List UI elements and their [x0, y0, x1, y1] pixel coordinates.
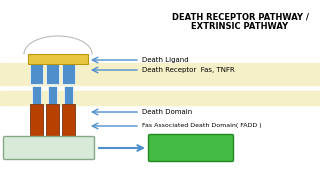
Text: Death Ligand: Death Ligand — [142, 57, 188, 63]
Text: Death Domain: Death Domain — [142, 109, 192, 115]
FancyBboxPatch shape — [4, 136, 94, 159]
Bar — [62, 104, 75, 138]
Text: DEATH RECEPTOR PATHWAY /: DEATH RECEPTOR PATHWAY / — [172, 12, 308, 21]
Bar — [30, 104, 43, 138]
Text: Activated
Caspase 8: Activated Caspase 8 — [169, 138, 213, 158]
Bar — [48, 86, 57, 104]
Text: EXTRINSIC PATHWAY: EXTRINSIC PATHWAY — [191, 22, 289, 31]
Bar — [0, 91, 320, 105]
Bar — [64, 86, 73, 104]
Text: Fas Associated Death Domain( FADD ): Fas Associated Death Domain( FADD ) — [142, 123, 262, 129]
Text: Procaspase 8: Procaspase 8 — [20, 143, 78, 152]
Bar — [0, 63, 320, 85]
Bar — [62, 54, 75, 84]
Bar — [46, 104, 59, 138]
Bar — [32, 86, 41, 104]
Bar — [30, 54, 43, 84]
Bar — [46, 54, 59, 84]
Bar — [28, 54, 88, 64]
FancyBboxPatch shape — [148, 134, 234, 161]
Text: Death Receptor  Fas, TNFR: Death Receptor Fas, TNFR — [142, 67, 235, 73]
